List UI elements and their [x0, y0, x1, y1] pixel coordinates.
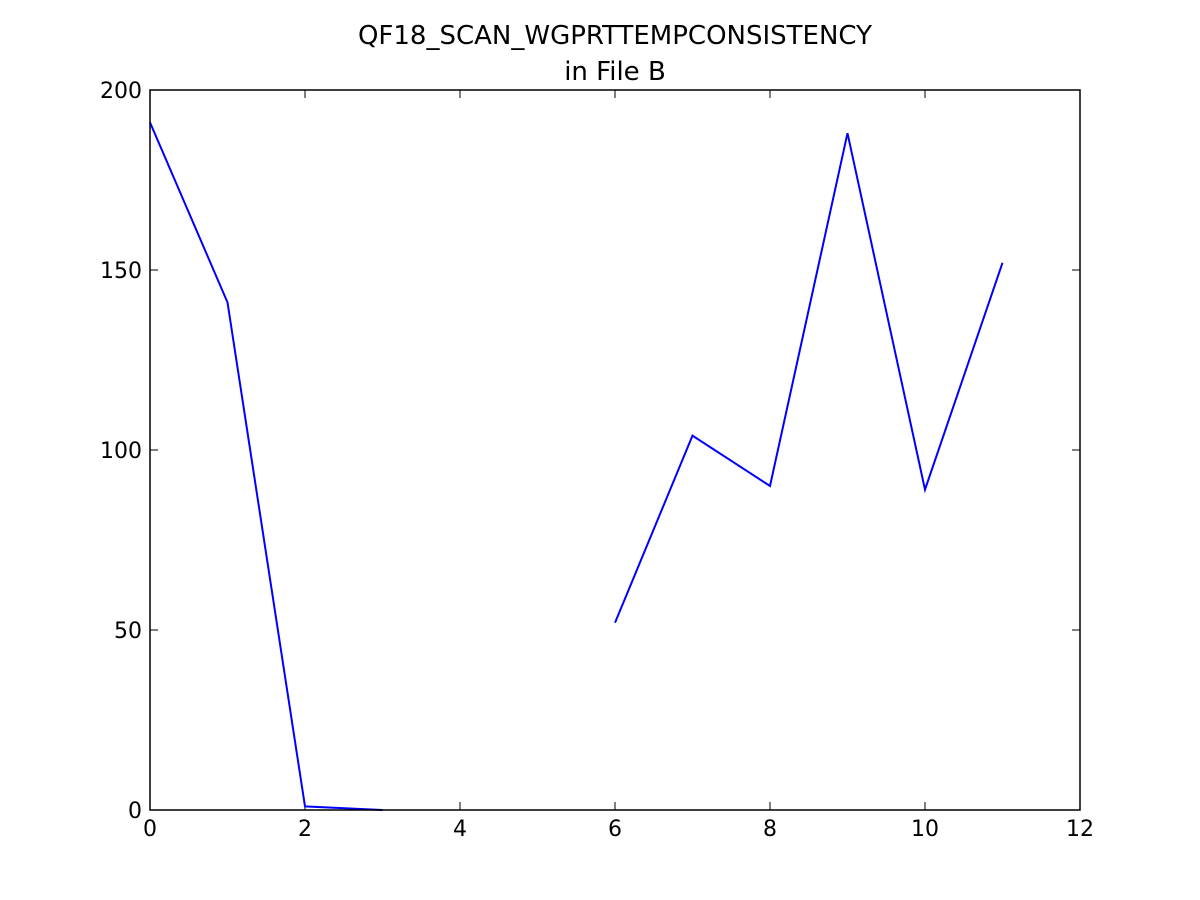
x-tick-label: 8 [763, 817, 777, 842]
x-tick-label: 2 [298, 817, 312, 842]
y-tick-label: 100 [100, 439, 142, 464]
x-tick-label: 12 [1066, 817, 1094, 842]
x-tick-label: 6 [608, 817, 622, 842]
x-tick-label: 0 [143, 817, 157, 842]
y-tick-label: 0 [128, 799, 142, 824]
chart-title: QF18_SCAN_WGPRTTEMPCONSISTENCY [358, 21, 872, 51]
y-tick-label: 200 [100, 79, 142, 104]
y-tick-label: 50 [114, 619, 142, 644]
line [149, 122, 1004, 811]
plot-frame [149, 89, 1081, 811]
x-tick-label: 4 [453, 817, 467, 842]
y-tick-label: 150 [100, 259, 142, 284]
x-tick-label: 10 [911, 817, 939, 842]
chart-title: in File B [564, 57, 666, 87]
